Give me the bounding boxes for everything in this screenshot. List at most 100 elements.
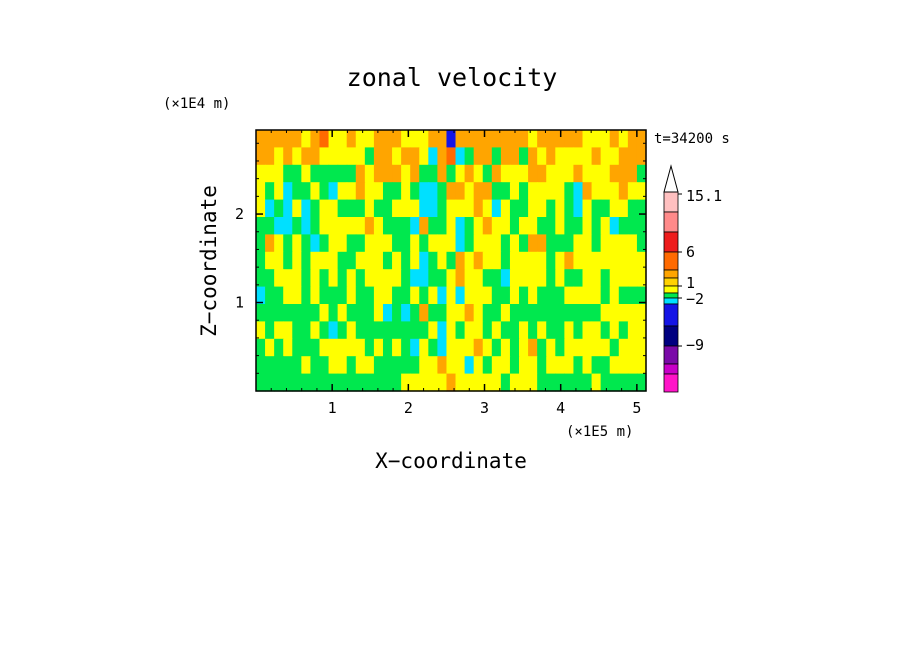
field-cell	[464, 373, 475, 392]
field-cell	[537, 356, 547, 375]
field-cell	[373, 356, 384, 375]
field-cell	[537, 164, 547, 183]
field-cell	[265, 338, 275, 357]
field-cell	[500, 164, 511, 183]
field-cell	[410, 199, 420, 218]
field-cell	[337, 373, 348, 392]
field-cell	[473, 269, 484, 288]
field-cell	[582, 251, 593, 270]
field-cell	[401, 304, 411, 322]
field-cell	[546, 234, 556, 253]
field-cell	[609, 286, 620, 305]
field-cell	[410, 234, 420, 253]
field-cell	[455, 130, 466, 148]
field-cell	[301, 164, 312, 183]
field-cell	[382, 130, 393, 148]
field-cell	[274, 251, 284, 270]
field-cell	[636, 147, 647, 166]
field-cell	[618, 269, 629, 288]
field-cell	[600, 286, 611, 305]
field-cell	[555, 217, 565, 235]
time-label: t=34200 s	[654, 131, 730, 147]
field-cell	[482, 304, 493, 322]
field-cell	[591, 234, 602, 253]
field-cell	[364, 217, 375, 235]
field-cell	[283, 199, 293, 218]
field-cell	[582, 304, 593, 322]
field-cell	[437, 373, 448, 392]
field-cell	[591, 182, 602, 201]
field-cell	[464, 286, 475, 305]
field-cell	[401, 199, 411, 218]
field-cell	[473, 338, 484, 357]
field-cell	[555, 164, 565, 183]
field-cell	[419, 251, 429, 270]
field-cell	[537, 251, 547, 270]
field-cell	[382, 373, 393, 392]
field-cell	[437, 269, 448, 288]
field-cell	[256, 147, 266, 166]
field-cell	[355, 373, 366, 392]
field-cell	[382, 321, 393, 340]
field-cell	[482, 182, 493, 201]
field-cell	[256, 338, 266, 357]
field-cell	[319, 356, 330, 375]
field-cell	[464, 130, 475, 148]
plot-frame	[255, 129, 647, 392]
field-cell	[428, 217, 438, 235]
field-cell	[283, 304, 293, 322]
field-cell	[500, 147, 511, 166]
field-cell	[464, 182, 475, 201]
field-cell	[283, 321, 293, 340]
field-cell	[382, 356, 393, 375]
field-cell	[346, 269, 357, 288]
field-cell	[292, 269, 302, 288]
field-cell	[310, 373, 321, 392]
field-cell	[491, 199, 502, 218]
velocity-field	[256, 130, 647, 392]
field-cell	[627, 338, 638, 357]
field-cell	[364, 373, 375, 392]
field-cell	[591, 217, 602, 235]
field-cell	[401, 338, 411, 357]
field-cell	[555, 147, 565, 166]
field-cell	[364, 130, 375, 148]
field-cell	[627, 182, 638, 201]
field-cell	[627, 234, 638, 253]
field-cell	[256, 373, 266, 392]
colorbar-level	[663, 211, 679, 233]
field-cell	[600, 304, 611, 322]
field-cell	[256, 356, 266, 375]
field-cell	[337, 182, 348, 201]
field-cell	[419, 147, 429, 166]
x-scale-label: (×1E5 m)	[566, 424, 633, 440]
field-cell	[292, 321, 302, 340]
field-cell	[591, 356, 602, 375]
field-cell	[582, 164, 593, 183]
field-cell	[283, 286, 293, 305]
field-cell	[573, 130, 584, 148]
field-cell	[292, 234, 302, 253]
field-cell	[364, 338, 375, 357]
field-cell	[265, 234, 275, 253]
field-cell	[328, 338, 339, 357]
field-cell	[573, 321, 584, 340]
field-cell	[627, 199, 638, 218]
field-cell	[337, 269, 348, 288]
field-cell	[392, 269, 402, 288]
field-cell	[265, 217, 275, 235]
field-cell	[355, 130, 366, 148]
field-cell	[482, 199, 493, 218]
field-cell	[292, 164, 302, 183]
field-cell	[292, 251, 302, 270]
x-axis: 1 2 3 4 5	[270, 130, 641, 417]
field-cell	[600, 182, 611, 201]
field-cell	[355, 199, 366, 218]
field-cell	[627, 321, 638, 340]
field-cell	[573, 304, 584, 322]
field-cell	[328, 373, 339, 392]
field-cell	[537, 269, 547, 288]
field-cell	[274, 269, 284, 288]
x-axis-title: X−coordinate	[375, 449, 527, 473]
field-cell	[310, 304, 321, 322]
